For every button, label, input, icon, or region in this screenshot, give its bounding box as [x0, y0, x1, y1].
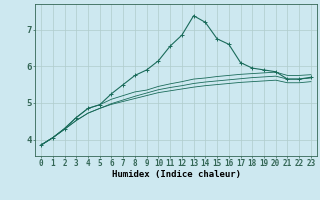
X-axis label: Humidex (Indice chaleur): Humidex (Indice chaleur) [111, 170, 241, 179]
